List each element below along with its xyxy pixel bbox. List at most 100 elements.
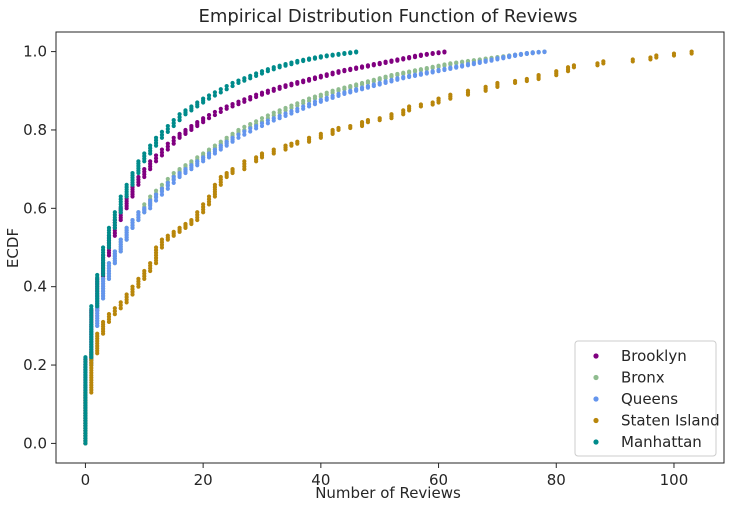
data-point-queens bbox=[171, 177, 176, 183]
data-point-queens bbox=[477, 59, 482, 64]
chart-title: Empirical Distribution Function of Revie… bbox=[198, 6, 577, 27]
data-point-manhattan bbox=[165, 126, 170, 132]
data-point-queens bbox=[242, 132, 247, 137]
legend-label: Staten Island bbox=[621, 412, 720, 430]
data-point-manhattan bbox=[136, 159, 141, 164]
data-point-queens bbox=[130, 217, 135, 223]
data-point-queens bbox=[448, 65, 453, 70]
data-point-brooklyn bbox=[218, 109, 223, 115]
data-point-manhattan bbox=[230, 83, 235, 89]
data-point-staten-island bbox=[689, 49, 694, 54]
x-tick-label: 20 bbox=[194, 471, 213, 489]
data-point-staten-island bbox=[254, 155, 259, 160]
data-point-manhattan bbox=[112, 210, 117, 215]
data-point-queens bbox=[501, 54, 506, 60]
data-point-staten-island bbox=[536, 73, 541, 78]
data-point-queens bbox=[159, 189, 165, 194]
data-point-queens bbox=[418, 71, 423, 76]
data-point-manhattan bbox=[130, 170, 135, 176]
series-manhattan bbox=[83, 49, 359, 446]
data-point-queens bbox=[195, 159, 200, 164]
data-point-bronx bbox=[465, 58, 471, 64]
legend-box bbox=[574, 340, 717, 457]
data-point-queens bbox=[330, 93, 335, 98]
data-point-queens bbox=[159, 192, 165, 197]
data-point-queens bbox=[383, 79, 388, 84]
data-point-brooklyn bbox=[283, 83, 288, 88]
data-point-staten-island bbox=[495, 80, 500, 86]
data-point-queens bbox=[542, 49, 547, 54]
data-point-bronx bbox=[454, 60, 459, 65]
data-point-bronx bbox=[312, 94, 318, 99]
data-point-brooklyn bbox=[430, 51, 435, 56]
data-point-manhattan bbox=[165, 129, 170, 135]
series-brooklyn bbox=[83, 49, 447, 446]
plot-area bbox=[55, 31, 725, 464]
data-point-manhattan bbox=[348, 50, 353, 55]
data-point-brooklyn bbox=[136, 174, 141, 180]
data-point-staten-island bbox=[112, 309, 117, 314]
data-point-bronx bbox=[336, 87, 341, 92]
data-point-bronx bbox=[448, 61, 453, 66]
data-point-staten-island bbox=[118, 303, 123, 308]
data-point-queens bbox=[142, 206, 147, 211]
data-point-manhattan bbox=[89, 304, 94, 309]
data-point-brooklyn bbox=[336, 69, 341, 74]
data-point-staten-island bbox=[418, 102, 423, 107]
data-point-brooklyn bbox=[412, 53, 418, 59]
series-staten-island bbox=[83, 49, 694, 446]
data-point-bronx bbox=[189, 159, 194, 164]
x-axis: 0 20 40 60 80 100 bbox=[81, 463, 688, 489]
data-point-brooklyn bbox=[383, 59, 388, 64]
data-point-queens bbox=[124, 225, 129, 231]
data-point-brooklyn bbox=[395, 57, 400, 62]
data-point-queens bbox=[430, 69, 435, 74]
data-point-manhattan bbox=[159, 135, 165, 140]
data-point-staten-island bbox=[136, 276, 141, 281]
data-point-staten-island bbox=[483, 84, 488, 89]
data-point-bronx bbox=[401, 70, 406, 75]
data-point-brooklyn bbox=[159, 150, 165, 155]
data-point-brooklyn bbox=[295, 80, 300, 85]
data-point-manhattan bbox=[336, 51, 341, 57]
data-point-queens bbox=[306, 101, 312, 107]
data-point-manhattan bbox=[236, 78, 241, 83]
data-point-brooklyn bbox=[424, 51, 429, 57]
series-queens bbox=[83, 49, 547, 446]
data-point-manhattan bbox=[124, 182, 129, 187]
data-point-queens bbox=[436, 67, 441, 73]
data-point-staten-island bbox=[595, 61, 600, 66]
data-point-queens bbox=[530, 50, 535, 55]
data-point-bronx bbox=[371, 77, 376, 82]
data-point-manhattan bbox=[212, 90, 218, 95]
data-point-brooklyn bbox=[201, 116, 206, 121]
data-point-queens bbox=[224, 139, 229, 144]
data-point-bronx bbox=[383, 74, 388, 79]
data-point-staten-island bbox=[295, 139, 300, 144]
data-point-staten-island bbox=[106, 312, 112, 317]
data-point-staten-island bbox=[571, 63, 577, 68]
data-point-manhattan bbox=[271, 65, 276, 70]
data-point-manhattan bbox=[83, 355, 88, 360]
data-point-manhattan bbox=[289, 60, 294, 65]
data-point-brooklyn bbox=[365, 63, 371, 68]
data-point-brooklyn bbox=[153, 159, 159, 164]
data-point-bronx bbox=[430, 64, 435, 69]
data-point-bronx bbox=[165, 176, 170, 182]
data-point-manhattan bbox=[183, 108, 188, 113]
data-point-staten-island bbox=[212, 182, 218, 187]
data-point-queens bbox=[165, 180, 170, 185]
data-point-brooklyn bbox=[277, 84, 282, 89]
data-point-manhattan bbox=[95, 272, 100, 278]
data-point-bronx bbox=[254, 119, 259, 124]
legend-marker bbox=[593, 353, 599, 359]
data-point-brooklyn bbox=[236, 99, 241, 104]
data-point-bronx bbox=[218, 139, 223, 144]
data-point-queens bbox=[389, 77, 394, 82]
data-point-staten-island bbox=[601, 59, 606, 64]
data-point-brooklyn bbox=[436, 50, 441, 55]
data-point-brooklyn bbox=[377, 60, 382, 66]
x-axis-label: Number of Reviews bbox=[315, 484, 461, 502]
data-point-staten-island bbox=[336, 125, 341, 131]
data-point-staten-island bbox=[654, 53, 659, 58]
